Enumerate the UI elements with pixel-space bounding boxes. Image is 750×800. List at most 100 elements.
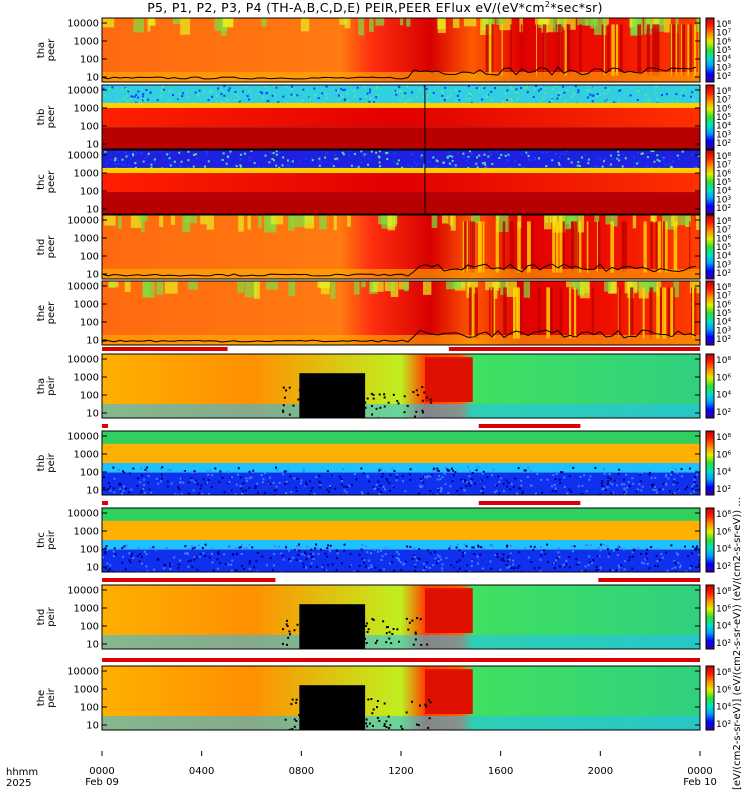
status-bar-red [478,501,581,505]
colorbar-tick-label: 10³ [716,195,731,205]
status-bar-red [478,424,581,428]
y-tick-label: 100 [80,468,99,479]
panel-thb_peer-image [102,85,700,149]
y-tick-label: 1000 [74,104,99,115]
y-tick-label: 1000 [74,234,99,245]
colorbar-tick-label: 10² [716,485,731,495]
status-bar-red [102,501,108,505]
x-tick-label: 1600 [487,766,514,777]
colorbar-tick-label: 10⁸ [716,87,731,97]
y-tick-label: 10000 [67,432,99,443]
y-tick-label: 10000 [67,282,99,293]
y-tick-label: 100 [80,545,99,556]
colorbar-tick-label: 10⁷ [716,29,731,39]
time-axis-label: hhmm [6,767,39,778]
year-label: 2025 [6,778,32,789]
colorbar-tick-label: 10⁸ [716,510,731,520]
colorbar-tick-label: 10⁶ [716,37,731,47]
colorbar-tick-label: 10⁵ [716,46,731,56]
colorbar-tick-label: 10⁸ [716,356,731,366]
colorbar-tick-label: 10⁴ [716,545,731,555]
status-bar-red [102,347,228,351]
panel-the_peer-image [102,281,700,345]
y-tick-label: 10 [86,721,99,732]
colorbar-tick-label: 10⁶ [716,604,731,614]
x-tick-label: 1200 [388,766,414,777]
colorbar-tick-label: 10² [716,335,731,345]
panel-label-tha_peir: tha peir [36,376,57,396]
y-tick-label: 1000 [74,450,99,461]
colorbar-tick-label: 10⁴ [716,468,731,478]
y-tick-label: 100 [80,187,99,198]
panel-label-tha_peer: tha peer [36,38,57,62]
colorbar-tick-label: 10⁶ [716,527,731,537]
y-tick-label: 10 [86,563,99,574]
y-tick-label: 1000 [74,685,99,696]
panel-label-thd_peir: thd peir [36,607,57,627]
colorbar-tick-label: 10⁶ [716,373,731,383]
y-tick-label: 10 [86,409,99,420]
colorbar-tick-label: 10² [716,269,731,279]
panel-thb_peir-image [102,431,700,495]
colorbar-tick-label: 10⁶ [716,104,731,114]
panel-label-thd_peer: thd peer [36,235,57,259]
panel-label-thb_peir: thb peir [36,453,57,473]
colorbar-tick-label: 10⁷ [716,161,731,171]
colorbar-tick-label: 10⁴ [716,187,731,197]
colorbar-tick-label: 10⁴ [716,252,731,262]
colorbar-tick-label: 10⁷ [716,96,731,106]
x-tick-label: 0400 [188,766,215,777]
colorbar-tick-label: 10² [716,639,731,649]
y-tick-label: 10 [86,73,99,84]
chart-title: P5, P1, P2, P3, P4 (TH-A,B,C,D,E) PEIR,P… [147,0,603,16]
colorbar-tick-label: 10⁸ [716,587,731,597]
panel-thc_peer-image [102,150,700,214]
y-tick-label: 100 [80,122,99,133]
y-tick-label: 100 [80,252,99,263]
y-tick-label: 10 [86,486,99,497]
status-bar-red [102,578,276,582]
y-tick-label: 10000 [67,19,99,30]
colorbar-tick-label: 10⁸ [716,433,731,443]
panel-thd_peir-image [102,585,700,649]
y-tick-label: 1000 [74,300,99,311]
colorbar-tick-label: 10³ [716,260,731,270]
y-tick-label: 10 [86,336,99,347]
panel-label-the_peir: the peir [36,688,57,708]
status-bar-red [448,347,700,351]
colorbar-tick-label: 10⁷ [716,226,731,236]
colorbar-tick-label: 10⁸ [716,668,731,678]
y-tick-label: 1000 [74,604,99,615]
status-bar-red [102,658,700,662]
colorbar-tick-label: 10³ [716,130,731,140]
y-tick-label: 1000 [74,527,99,538]
colorbar-tick-label: 10³ [716,326,731,336]
panel-label-the_peer: the peer [36,301,57,325]
colorbar-tick-label: 10⁵ [716,309,731,319]
panel-tha_peer-image [102,18,700,82]
x-date-label: Feb 10 [683,777,717,788]
y-tick-label: 100 [80,318,99,329]
x-tick-label: 2000 [587,766,614,777]
colorbar-tick-label: 10⁶ [716,300,731,310]
y-tick-label: 1000 [74,37,99,48]
colorbar-tick-label: 10² [716,720,731,730]
y-tick-label: 10 [86,205,99,216]
x-tick-label: 0000 [687,766,713,777]
colorbar-tick-label: 10² [716,72,731,82]
y-tick-label: 10000 [67,86,99,97]
x-tick-label: 0000 [89,766,115,777]
colorbar-tick-label: 10² [716,562,731,572]
x-tick-label: 0800 [288,766,315,777]
colorbar-tick-label: 10⁴ [716,55,731,65]
y-tick-label: 10000 [67,667,99,678]
panel-tha_peir-image [102,354,700,418]
status-bar-red [598,578,700,582]
y-tick-label: 10000 [67,586,99,597]
y-tick-label: 100 [80,55,99,66]
y-tick-label: 1000 [74,373,99,384]
panel-thd_peer-image [102,215,700,279]
panel-thc_peir-image [102,508,700,572]
colorbar-tick-label: 10⁶ [716,169,731,179]
